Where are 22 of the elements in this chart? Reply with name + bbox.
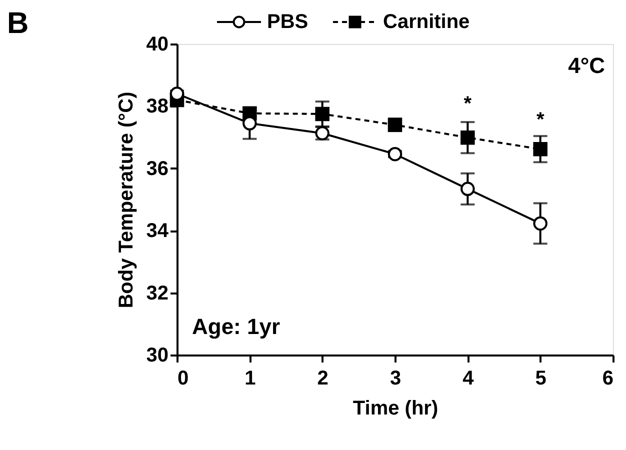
annotation: Age: 1yr [192, 314, 280, 339]
annotation: 4°C [568, 53, 606, 78]
x-tick-label: 4 [462, 368, 475, 390]
x-tick-label: 3 [390, 368, 402, 390]
x-tick-label: 0 [178, 368, 189, 390]
y-tick-label: 38 [146, 96, 168, 118]
y-tick-label: 34 [146, 220, 170, 242]
y-axis-title: Body Temperature (°C) [115, 92, 138, 308]
legend-label: PBS [267, 11, 308, 33]
y-tick-label: 36 [146, 158, 168, 180]
x-tick-label: 6 [602, 368, 614, 390]
x-tick-label: 5 [535, 368, 546, 390]
y-tick-label: 40 [146, 34, 168, 56]
x-axis-title: Time (hr) [352, 398, 438, 420]
x-tick-label: 1 [244, 368, 256, 390]
x-tick-label: 2 [317, 368, 328, 390]
legend-label: Carnitine [383, 11, 470, 33]
y-tick-label: 32 [146, 282, 168, 304]
annotation: * [536, 109, 544, 131]
y-tick-label: 30 [146, 344, 168, 366]
chart-title: B [7, 7, 29, 40]
annotation: * [464, 93, 472, 115]
